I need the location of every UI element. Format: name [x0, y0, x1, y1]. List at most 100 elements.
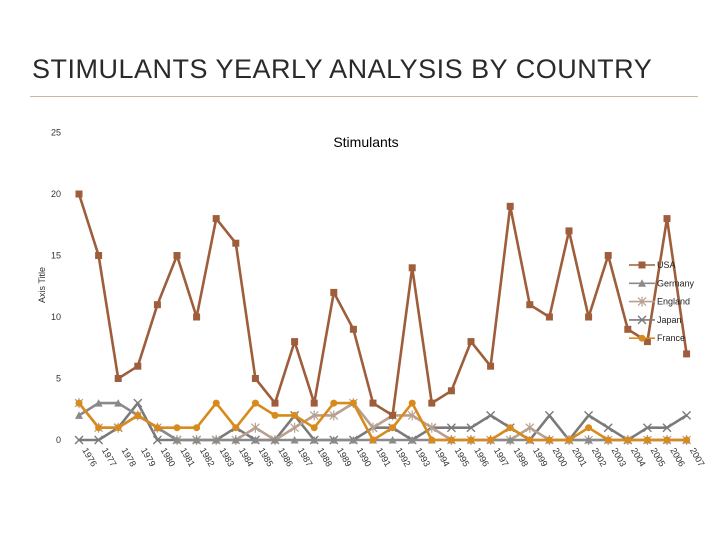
data-point-germany [584, 436, 593, 444]
data-point-england [427, 422, 437, 433]
data-point-england [290, 422, 300, 433]
data-point-germany [290, 436, 299, 444]
x-tick-label: 1991 [374, 446, 393, 468]
data-point-england [329, 410, 339, 421]
data-point-usa [467, 338, 475, 346]
data-point-japan [152, 435, 162, 445]
data-point-usa [95, 252, 103, 259]
data-point-england [407, 410, 417, 421]
data-point-usa [643, 338, 651, 346]
y-tick-label: 5 [56, 374, 61, 384]
x-tick-label: 1983 [217, 446, 236, 468]
data-point-usa [271, 399, 279, 407]
data-point-germany [271, 436, 279, 444]
chart-title: Stimulants [333, 134, 398, 150]
legend-marker-england [637, 296, 647, 307]
data-point-japan [446, 423, 456, 433]
x-tick-label: 2003 [609, 446, 628, 468]
legend-item-france: France [629, 333, 685, 343]
title-divider [30, 96, 698, 97]
data-point-usa [447, 387, 455, 395]
data-point-usa [585, 313, 593, 321]
legend-item-japan: Japan [629, 315, 682, 325]
data-point-france [604, 436, 612, 444]
data-point-france [467, 436, 475, 444]
data-point-usa [349, 325, 357, 333]
x-tick-label: 1995 [453, 446, 472, 468]
data-point-france [114, 424, 122, 432]
x-tick-label: 2004 [629, 446, 648, 468]
x-tick-label: 1990 [355, 446, 374, 468]
data-point-usa [683, 350, 691, 358]
data-point-usa [173, 252, 181, 259]
data-point-japan [94, 435, 104, 445]
data-point-france [663, 436, 671, 444]
data-point-japan [74, 435, 84, 445]
data-point-france [153, 424, 161, 432]
data-point-france [310, 424, 318, 432]
data-point-germany [251, 436, 260, 444]
legend-label-france: France [657, 333, 685, 343]
data-point-usa [545, 313, 553, 321]
data-point-england [309, 410, 319, 421]
x-tick-label: 1981 [178, 446, 197, 468]
data-point-germany [192, 436, 201, 444]
data-point-germany [94, 399, 103, 407]
y-tick-label: 10 [51, 312, 61, 322]
data-point-germany [114, 399, 123, 407]
data-point-usa [153, 301, 161, 309]
data-point-france [95, 424, 103, 432]
data-point-germany [231, 436, 240, 444]
x-tick-label: 1985 [257, 446, 276, 468]
data-point-france [428, 436, 436, 444]
x-tick-label: 2001 [570, 446, 589, 468]
data-point-france [349, 399, 357, 407]
data-point-france [212, 399, 220, 407]
x-tick-label: 2000 [551, 446, 570, 468]
data-point-usa [408, 264, 416, 272]
data-point-japan [603, 423, 613, 433]
x-tick-label: 1997 [492, 446, 511, 468]
x-tick-label: 1979 [139, 446, 158, 468]
data-point-usa [310, 399, 318, 407]
data-point-usa [75, 190, 83, 198]
data-point-france [683, 436, 691, 444]
legend-label-japan: Japan [657, 315, 682, 325]
data-point-germany [310, 436, 319, 444]
x-tick-label: 1977 [100, 446, 119, 468]
x-tick-label: 1976 [80, 446, 99, 468]
x-tick-label: 1984 [237, 446, 256, 468]
data-point-france [173, 424, 181, 432]
y-tick-label: 0 [56, 435, 61, 445]
data-point-france [643, 436, 651, 444]
data-point-usa [193, 313, 201, 321]
series-france [75, 399, 691, 444]
data-point-france [291, 411, 299, 419]
data-point-japan [642, 423, 652, 433]
data-point-usa [330, 288, 338, 296]
x-tick-label: 2005 [649, 446, 668, 468]
data-point-germany [173, 436, 181, 444]
data-point-usa [134, 362, 142, 370]
x-tick-label: 2002 [590, 446, 609, 468]
data-point-france [193, 424, 201, 432]
data-point-france [330, 399, 338, 407]
data-point-usa [604, 252, 612, 259]
data-point-england [368, 422, 378, 433]
x-tick-label: 1980 [159, 446, 178, 468]
legend-label-germany: Germany [657, 278, 695, 288]
x-tick-label: 1988 [315, 446, 334, 468]
data-point-france [389, 424, 397, 432]
y-tick-label: 15 [51, 251, 61, 261]
data-point-germany [506, 436, 515, 444]
data-point-france [251, 399, 259, 407]
data-point-usa [663, 215, 671, 223]
data-point-france [585, 424, 593, 432]
x-tick-label: 1986 [276, 446, 295, 468]
data-point-japan [682, 410, 692, 420]
data-point-germany [75, 411, 83, 419]
data-point-usa [506, 202, 514, 210]
legend-marker-usa [638, 261, 646, 269]
data-point-japan [584, 410, 594, 420]
